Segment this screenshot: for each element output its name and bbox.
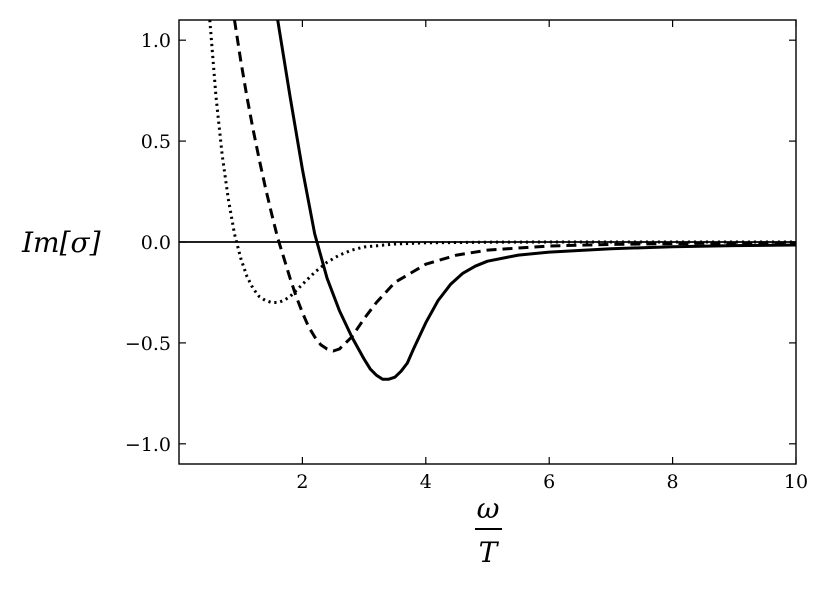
- x-axis-label-numerator: ω: [477, 492, 500, 525]
- x-tick-label: 6: [543, 471, 555, 493]
- x-tick-label: 8: [667, 471, 679, 493]
- y-tick-label: 0.0: [141, 232, 171, 254]
- y-tick-label: 1.0: [141, 30, 171, 52]
- x-axis-label-denominator: T: [479, 536, 500, 569]
- y-tick-label: 0.5: [141, 131, 171, 153]
- plot-frame: [178, 19, 797, 465]
- series-line-dashed: [233, 20, 796, 353]
- y-tick-label: −0.5: [125, 333, 171, 355]
- x-tick-label: 4: [420, 471, 432, 493]
- y-tick-label: −1.0: [125, 434, 171, 456]
- series-line-dotted: [208, 20, 796, 304]
- y-axis-label: Im[σ]: [21, 226, 101, 259]
- labels-layer: Im[σ] ω T: [21, 226, 502, 569]
- series-layer: [208, 20, 796, 381]
- ticks-layer: 2 4 6 8 10 −1.0 −0.5 0.0 0.5 1.0: [125, 20, 808, 493]
- x-tick-label: 2: [296, 471, 308, 493]
- series-line-solid: [276, 20, 796, 381]
- x-tick-label: 10: [784, 471, 808, 493]
